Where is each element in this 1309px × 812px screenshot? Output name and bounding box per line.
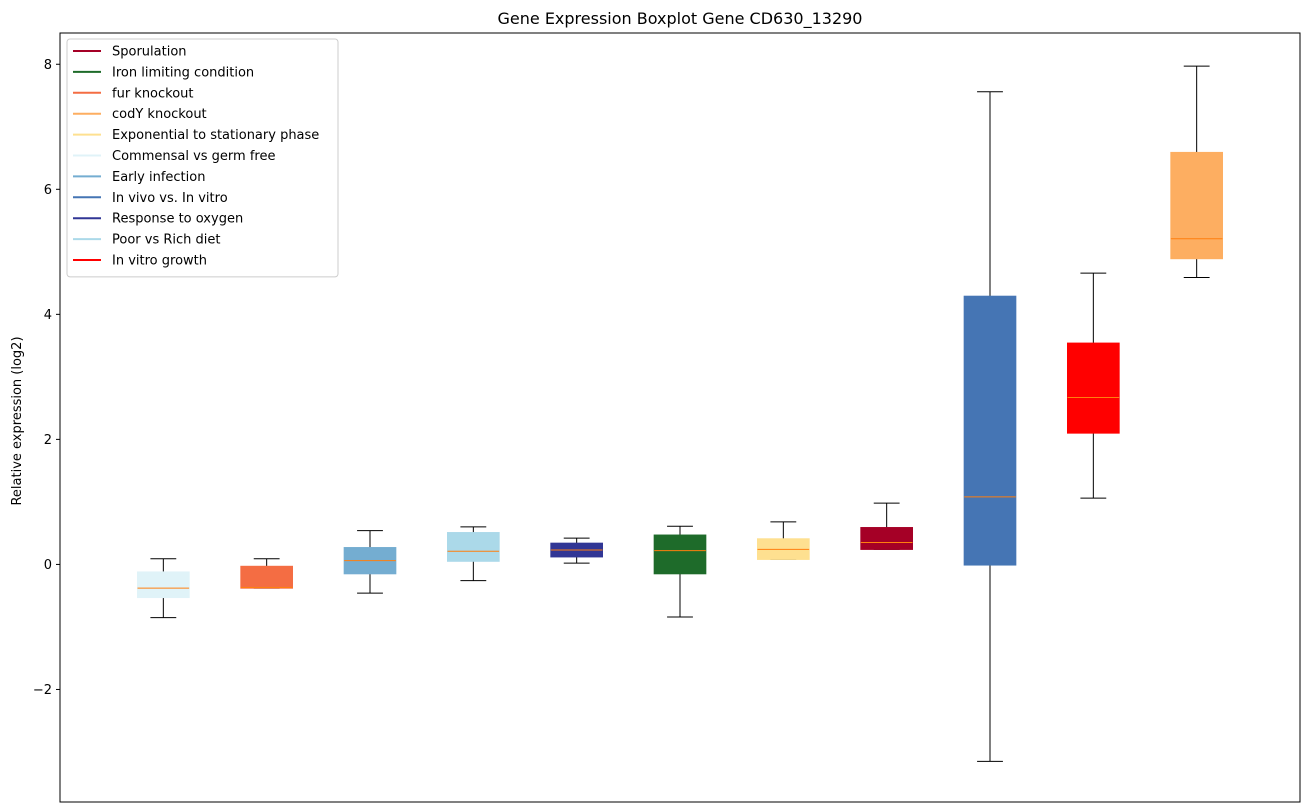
- box-response-to-oxygen: [550, 537, 603, 564]
- legend-label: codY knockout: [112, 107, 207, 122]
- chart-title: Gene Expression Boxplot Gene CD630_13290: [498, 9, 863, 29]
- box-body: [240, 565, 293, 589]
- box-cody-knockout: [1170, 65, 1224, 278]
- legend-label: Response to oxygen: [112, 212, 243, 227]
- box-body: [137, 571, 190, 599]
- box-body: [1170, 151, 1224, 260]
- box-early-infection: [343, 530, 397, 594]
- y-tick-label: 4: [44, 308, 52, 323]
- legend-label: In vivo vs. In vitro: [112, 191, 228, 206]
- box-in-vitro-growth: [1067, 272, 1120, 499]
- legend-label: Commensal vs germ free: [112, 149, 275, 164]
- plot-frame: [59, 32, 1301, 803]
- legend-label: Sporulation: [112, 45, 187, 60]
- box-fur-knockout: [240, 558, 293, 589]
- legend: Sporulation Iron limiting condition fur kn…: [66, 38, 339, 278]
- box-body: [860, 527, 913, 550]
- box-body: [653, 534, 707, 575]
- box-body: [447, 532, 500, 562]
- y-tick-label: 2: [44, 433, 52, 448]
- legend-label: Iron limiting condition: [112, 65, 254, 80]
- legend-label: fur knockout: [112, 86, 194, 101]
- box-body: [1067, 342, 1120, 434]
- legend-frame: [66, 38, 339, 278]
- box-sporulation: [860, 502, 913, 550]
- plot-area: −2 0 2 4 6 8: [33, 58, 1224, 762]
- y-tick-label: −2: [33, 683, 52, 698]
- box-iron-limiting-condition: [653, 525, 707, 618]
- y-axis-label: Relative expression (log2): [10, 336, 25, 505]
- y-tick-label: 0: [44, 558, 52, 573]
- legend-label: Poor vs Rich diet: [112, 233, 220, 248]
- legend-label: In vitro growth: [112, 254, 207, 269]
- y-tick-label: 6: [44, 183, 52, 198]
- legend-label: Exponential to stationary phase: [112, 128, 319, 143]
- y-tick-label: 8: [44, 58, 52, 73]
- box-exponential-to-stationary-phase: [757, 521, 810, 560]
- legend-label: Early infection: [112, 170, 205, 185]
- box-in-vivo-vs-in-vitro: [963, 91, 1017, 762]
- box-commensal-vs-germ-free: [137, 558, 190, 619]
- box-body: [963, 295, 1017, 566]
- box-poor-vs-rich-diet: [447, 526, 500, 582]
